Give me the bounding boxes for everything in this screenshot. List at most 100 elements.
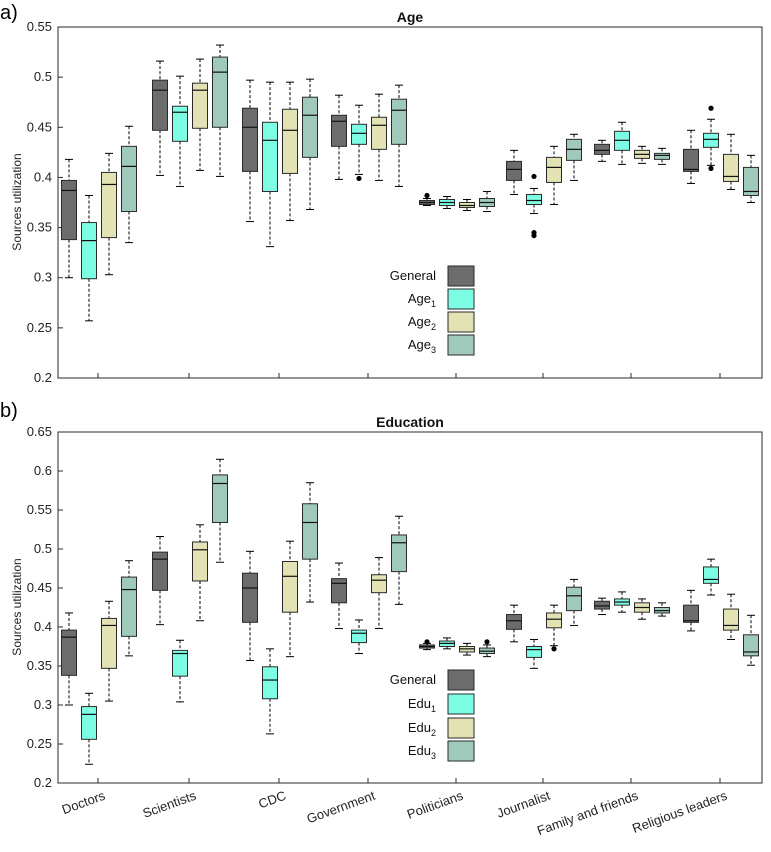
iqr-box: [302, 503, 318, 560]
iqr-box: [121, 145, 137, 213]
box-Edu1-doctors: [81, 692, 97, 765]
box-Age1-cdc: [262, 81, 278, 248]
iqr-box: [723, 153, 739, 182]
plot-frame: [57, 431, 763, 784]
iqr-box: [506, 614, 522, 630]
legend-entry: Age2: [408, 311, 475, 333]
iqr-box: [703, 566, 719, 584]
box-Age3-cdc: [302, 78, 318, 211]
y-tick-label: 0.45: [27, 580, 52, 595]
legend-swatch: [447, 717, 475, 739]
box-Age2-journalist: [546, 145, 562, 206]
panel-label: a): [0, 2, 18, 24]
iqr-box: [61, 179, 77, 241]
box-General-family-and-friends: [594, 139, 610, 162]
outlier-point: [424, 192, 430, 199]
iqr-box: [101, 617, 117, 669]
y-tick-label: 0.55: [27, 19, 52, 34]
outlier-point: [424, 639, 430, 645]
iqr-box: [152, 551, 168, 591]
y-tick-label: 0.35: [27, 658, 52, 673]
box-General-cdc: [242, 550, 258, 662]
box-Edu3-family-and-friends: [654, 602, 670, 617]
x-tick-label: Journalist: [495, 788, 553, 821]
box-Edu2-government: [371, 557, 387, 630]
box-Age2-politicians: [459, 198, 475, 212]
box-Edu2-cdc: [282, 540, 298, 658]
legend-label: Edu2: [408, 720, 436, 738]
iqr-box: [526, 193, 542, 206]
box-Age3-politicians: [479, 190, 495, 213]
box-Age1-politicians: [439, 195, 455, 210]
outlier-point: [708, 165, 714, 172]
y-tick-label: 0.65: [27, 424, 52, 439]
box-General-religious-leaders: [683, 589, 699, 632]
y-tick-label: 0.6: [34, 463, 52, 478]
y-tick-label: 0.45: [27, 119, 52, 134]
legend-label: Age1: [408, 291, 436, 309]
iqr-box: [566, 586, 582, 612]
iqr-box: [683, 604, 699, 623]
legend-swatch: [447, 740, 475, 762]
legend-swatch: [447, 693, 475, 715]
legend-swatch: [447, 311, 475, 333]
iqr-box: [506, 160, 522, 181]
box-General-family-and-friends: [594, 597, 610, 616]
legend-entry: General: [390, 265, 475, 287]
iqr-box: [242, 107, 258, 172]
iqr-box: [743, 634, 759, 657]
legend-swatch: [447, 288, 475, 310]
box-Edu1-scientists: [172, 639, 188, 703]
iqr-box: [81, 706, 97, 740]
outlier-point: [356, 175, 362, 182]
y-tick-label: 0.4: [34, 619, 52, 634]
legend-label: Edu3: [408, 743, 436, 761]
legend-entry: Edu3: [408, 740, 475, 762]
box-General-government: [331, 562, 347, 630]
legend-entry: General: [390, 669, 475, 691]
panel-education: 0.2 0.25 0.3 0.35 0.4 0.45 0.5 0.55 0.6 0.65 Docto…: [0, 400, 763, 838]
y-tick-label: 0.4: [34, 169, 52, 184]
box-General-scientists: [152, 60, 168, 176]
box-General-doctors: [61, 612, 77, 706]
box-General-politicians: [419, 192, 435, 207]
box-Age2-cdc: [282, 81, 298, 222]
iqr-box: [152, 79, 168, 131]
box-Edu1-family-and-friends: [614, 591, 630, 613]
iqr-box: [282, 560, 298, 613]
box-Edu2-journalist: [546, 604, 562, 652]
iqr-box: [683, 148, 699, 172]
box-Edu3-religious-leaders: [743, 614, 759, 666]
box-Age2-government: [371, 93, 387, 181]
y-axis-label: Sources utilization: [10, 558, 24, 655]
outlier-point: [484, 639, 490, 645]
iqr-box: [121, 576, 137, 637]
iqr-box: [546, 612, 562, 629]
box-Age1-doctors: [81, 194, 97, 322]
y-tick-label: 0.25: [27, 320, 52, 335]
legend-label: Age3: [408, 337, 436, 355]
iqr-box: [192, 541, 208, 582]
legend-swatch: [447, 669, 475, 691]
x-tick-label: Religious leaders: [630, 788, 729, 836]
box-Age1-family-and-friends: [614, 121, 630, 165]
box-Edu3-scientists: [212, 458, 228, 563]
iqr-box: [594, 143, 610, 155]
outlier-point: [531, 173, 537, 180]
iqr-box: [351, 123, 367, 145]
box-Edu2-scientists: [192, 524, 208, 622]
iqr-box: [282, 108, 298, 174]
chart-title: Age: [397, 9, 424, 25]
box-General-scientists: [152, 536, 168, 626]
iqr-box: [302, 96, 318, 158]
box-Edu2-family-and-friends: [634, 598, 650, 620]
plot-frame: [57, 26, 763, 379]
box-Age2-religious-leaders: [723, 133, 739, 190]
panel-label: b): [0, 400, 18, 422]
x-tick-label: Scientists: [141, 788, 199, 821]
panel-age: 0.2 0.25 0.3 0.35 0.4 0.45 0.5 0.55 Age Sources u…: [0, 2, 763, 385]
iqr-box: [371, 574, 387, 594]
box-Age3-religious-leaders: [743, 154, 759, 203]
box-Age3-doctors: [121, 125, 137, 244]
iqr-box: [391, 98, 407, 145]
